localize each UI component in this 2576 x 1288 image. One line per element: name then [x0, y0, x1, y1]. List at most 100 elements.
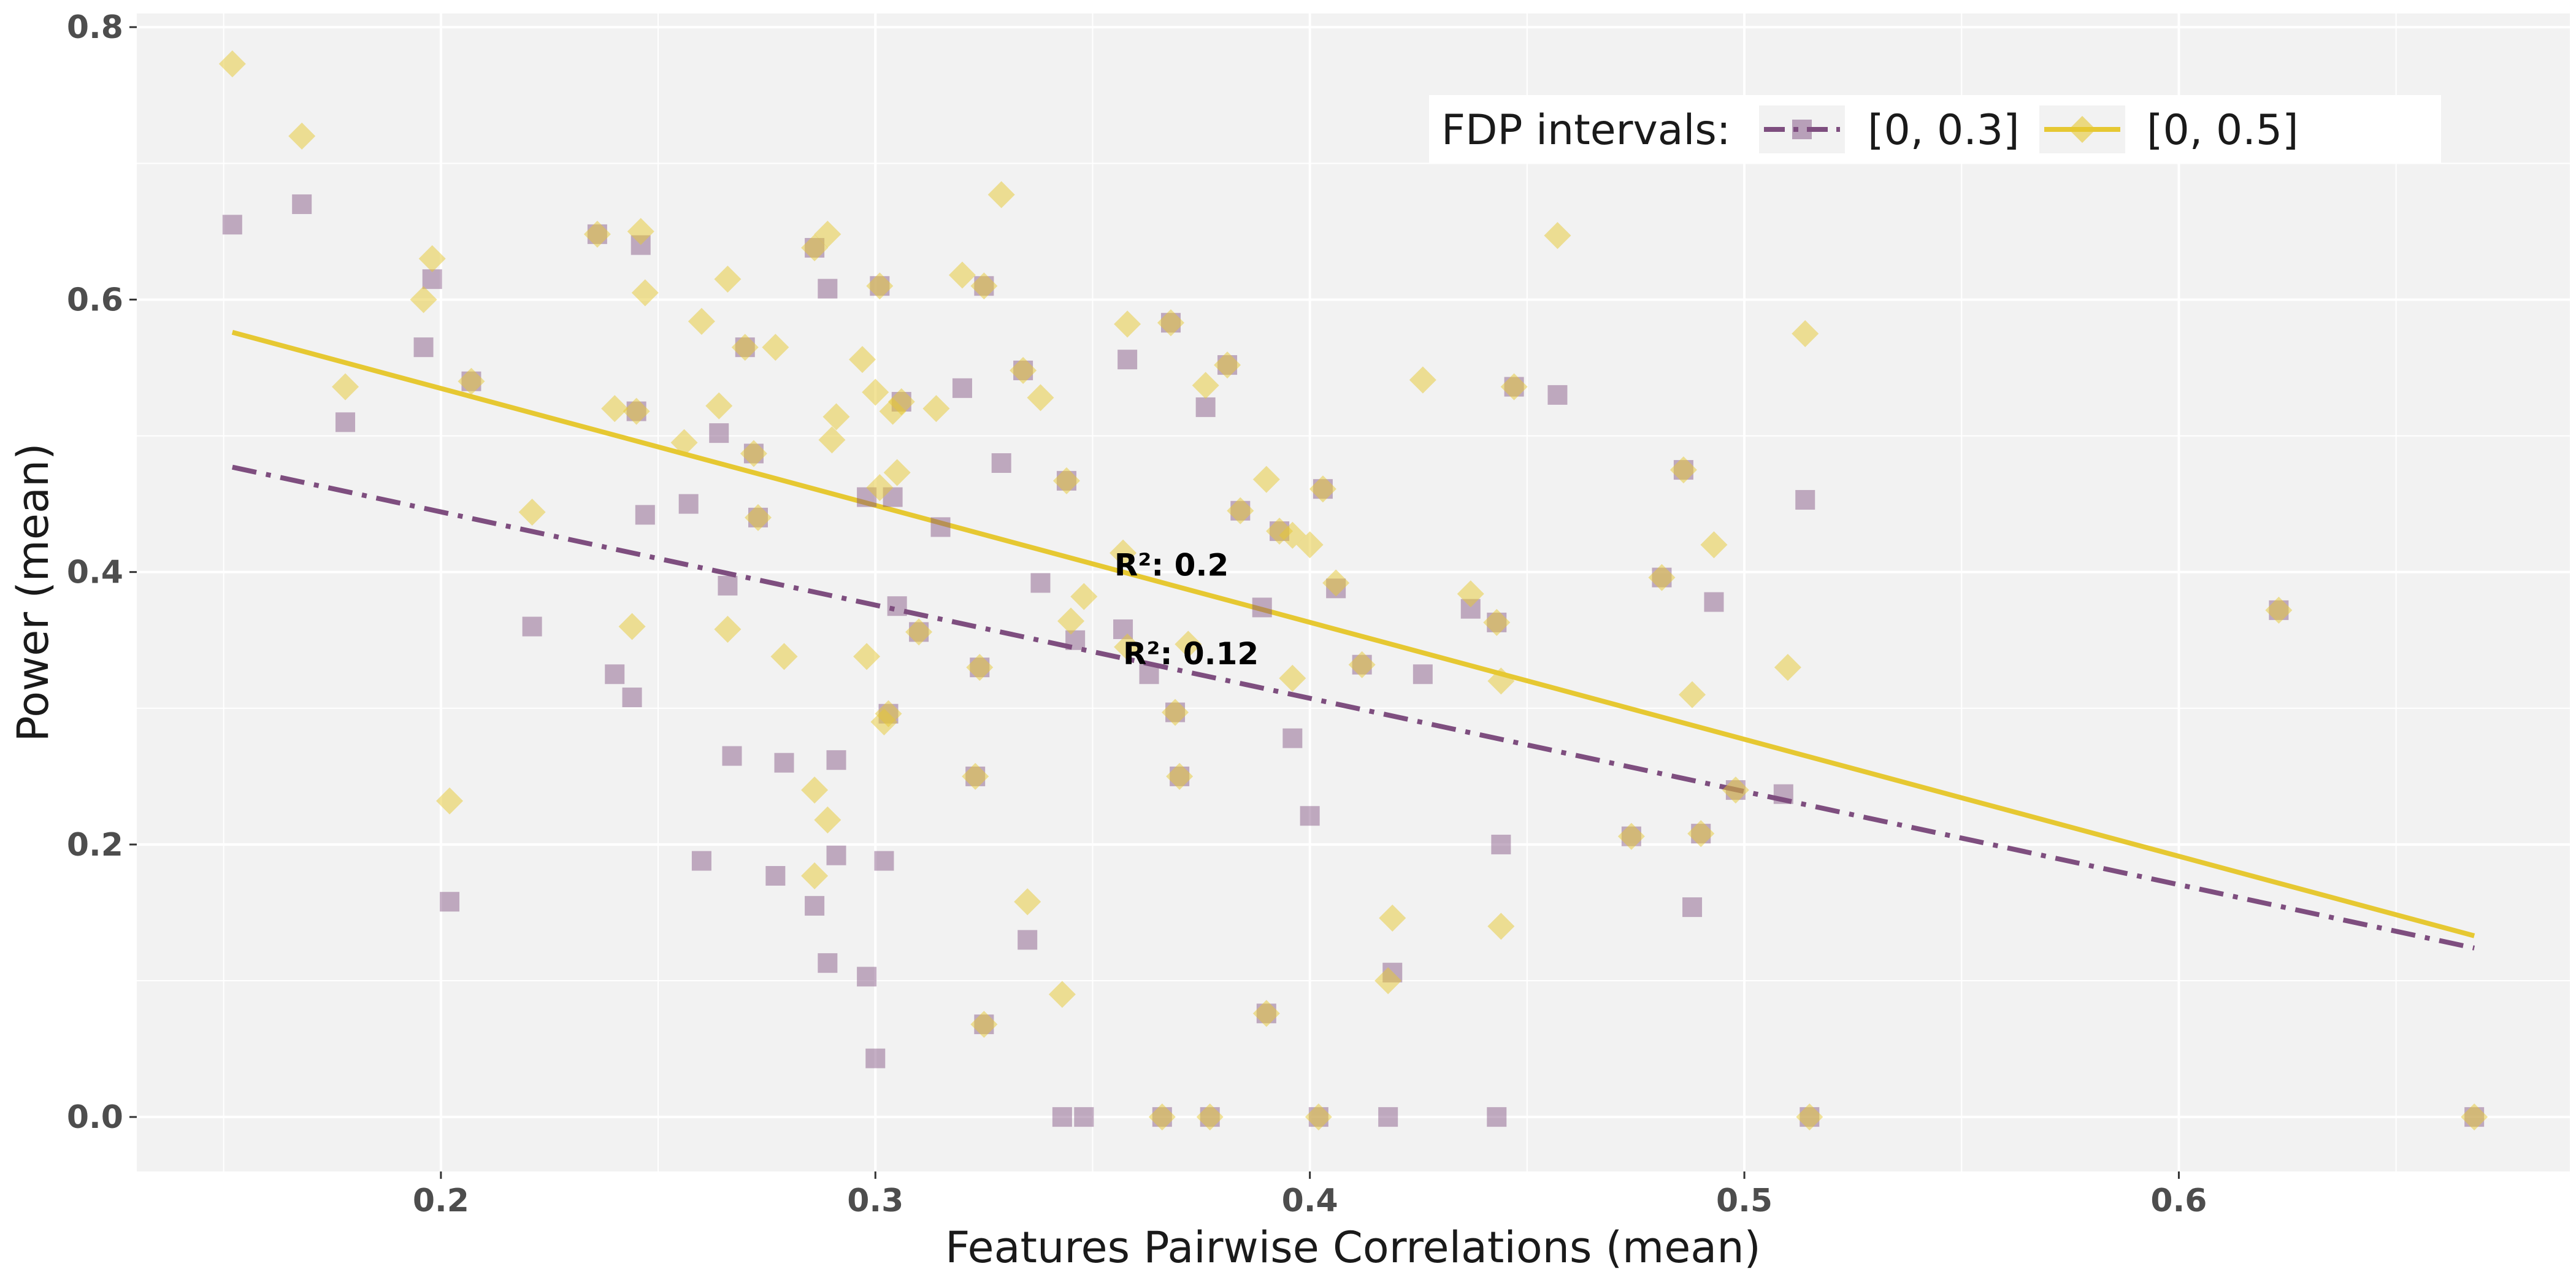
diamond-point [623, 397, 650, 425]
diamond-point [2265, 596, 2293, 624]
diamond-point [883, 459, 911, 486]
diamond-point [1175, 631, 1202, 658]
diamond-point [1114, 310, 1141, 338]
diamond-point [762, 334, 789, 361]
diamond-point [1166, 762, 1194, 790]
diamond-point [966, 654, 994, 681]
diamond-point [410, 286, 437, 313]
square-point [1795, 489, 1815, 510]
square-point [722, 746, 742, 766]
square-point [874, 851, 894, 871]
square-point [1491, 834, 1511, 854]
square-point [1682, 897, 1703, 918]
diamond-point [1162, 699, 1189, 726]
square-point [335, 412, 356, 432]
x-axis-title: Features Pairwise Correlations (mean) [945, 1222, 1761, 1273]
y-axis-title: Power (mean) [8, 443, 58, 742]
diamond-point [1252, 1000, 1280, 1027]
diamond-point [822, 403, 850, 431]
square-point [1252, 597, 1272, 618]
diamond-point [583, 220, 611, 248]
diamond-point [1110, 539, 1137, 567]
diamond-point [970, 1011, 998, 1038]
diamond-point [1014, 888, 1041, 916]
diamond-point [987, 181, 1015, 209]
legend-key-marker-1 [1792, 120, 1812, 139]
diamond-point [418, 245, 446, 272]
trend-line-1 [232, 464, 2475, 951]
diamond-point [922, 395, 950, 423]
diamond-point [218, 50, 246, 78]
square-point [857, 967, 877, 987]
diamond-point [288, 122, 316, 150]
diamond-point [631, 279, 659, 307]
square-point [818, 278, 838, 299]
diamond-point [801, 776, 829, 804]
diamond-point [1792, 320, 1819, 347]
diamond-point [601, 395, 629, 423]
y-tick-label: 0.6 [67, 282, 123, 318]
diamond-point [1487, 913, 1515, 940]
diamond-point [1296, 531, 1324, 559]
diamond-point [875, 700, 902, 727]
diamond-point [866, 473, 894, 501]
diamond-point [1617, 822, 1645, 850]
square-point [1195, 397, 1216, 417]
diamond-point [618, 613, 646, 640]
diamond-point [1309, 475, 1336, 503]
square-point [1300, 806, 1320, 826]
trend-lines [231, 329, 2475, 951]
plot-panel [137, 13, 2570, 1171]
y-tick-label: 0.8 [67, 9, 123, 46]
square-point [678, 494, 699, 514]
square-point [1065, 630, 1086, 650]
legend-box [1429, 95, 2441, 164]
square-point [1117, 350, 1138, 370]
diamond-point [1379, 904, 1406, 932]
y-tick-label: 0.0 [67, 1099, 123, 1136]
diamond-point [1048, 981, 1076, 1008]
series-2-points [218, 50, 2488, 1131]
points-layer [218, 50, 2488, 1131]
x-tick-label: 0.3 [847, 1183, 903, 1219]
square-point [1052, 1107, 1072, 1127]
diamond-point [1796, 1103, 1823, 1131]
diamond-point [714, 266, 742, 293]
diamond-point [1305, 1103, 1332, 1131]
diamond-point [801, 862, 829, 890]
diamond-point [970, 272, 998, 300]
diamond-point [1214, 351, 1241, 379]
diamond-point [1700, 531, 1728, 559]
square-point [1413, 664, 1433, 684]
square-point [605, 664, 625, 684]
diamond-point [714, 615, 742, 643]
diamond-point [1722, 776, 1749, 804]
square-point [1773, 784, 1793, 804]
diamond-point [1057, 607, 1085, 635]
square-point [709, 423, 729, 443]
y-axis-ticks: 0.0 0.2 0.4 0.6 0.8 [67, 9, 137, 1136]
x-axis-ticks: 0.2 0.3 0.4 0.5 0.6 [413, 1171, 2207, 1219]
diamond-point [1148, 1103, 1176, 1131]
diamond-point [818, 426, 846, 454]
trend-line-2 [231, 329, 2475, 938]
diamond-point [1457, 580, 1484, 608]
diamond-point [2461, 1103, 2488, 1131]
diamond-point [1052, 467, 1080, 494]
diamond-point [1027, 384, 1054, 412]
square-point [413, 337, 434, 358]
square-point [635, 505, 655, 525]
diamond-point [1409, 366, 1436, 394]
diamond-point [688, 307, 715, 335]
legend-label-1: [0, 0.3] [1868, 106, 2020, 155]
diamond-point [705, 392, 733, 420]
x-tick-label: 0.6 [2150, 1183, 2207, 1219]
diamond-point [849, 346, 876, 374]
diamond-point [905, 618, 933, 646]
diamond-point [862, 378, 889, 406]
diamond-point [1483, 608, 1511, 636]
legend-title: FDP intervals: [1441, 106, 1731, 155]
diamond-point [853, 643, 881, 670]
square-point [1704, 592, 1724, 612]
